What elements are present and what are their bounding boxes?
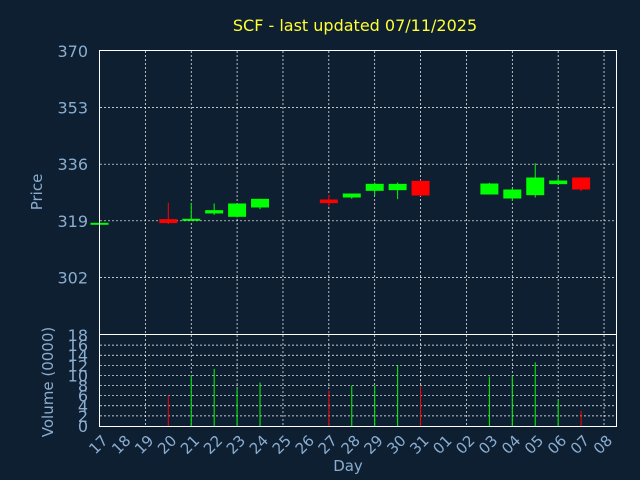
volume-tick-label: 18 [68, 326, 88, 345]
candle [159, 202, 178, 225]
volume-frame [99, 334, 617, 427]
price-tick-label: 336 [57, 155, 88, 174]
candle-body [572, 177, 591, 190]
volume-tick-label: 10 [68, 366, 88, 385]
volume-tick-label: 12 [68, 356, 88, 375]
candle [388, 182, 407, 200]
volume-tick-label: 6 [78, 387, 88, 406]
candle-body [503, 189, 522, 199]
candle [503, 188, 522, 201]
candle [572, 177, 591, 192]
candle-body [526, 177, 545, 196]
x-tick-label: 08 [590, 432, 616, 458]
candle [342, 193, 361, 199]
price-tick-label: 319 [57, 212, 88, 231]
volume-tick-label: 2 [78, 407, 88, 426]
price-tick-label: 353 [57, 99, 88, 118]
volume-grid [100, 335, 616, 426]
candle-body [228, 203, 247, 217]
price-tick-label: 302 [57, 268, 88, 287]
chart-title: SCF - last updated 07/11/2025 [233, 16, 477, 35]
candle-body [480, 183, 499, 195]
price-candles [90, 163, 591, 225]
candle-body [205, 210, 224, 214]
price-tick-label: 370 [57, 42, 88, 61]
x-tick-labels: 1718192021222324252627282930310102030405… [85, 432, 616, 458]
volume-axis-label: Volume (0000) [39, 327, 57, 437]
candle [365, 182, 384, 196]
candle [549, 177, 568, 185]
candle-body [365, 183, 384, 191]
candle [251, 198, 270, 210]
volume-tick-label: 4 [78, 397, 88, 416]
candle-body [319, 199, 338, 204]
candle-body [411, 180, 430, 196]
price-axis-label: Price [28, 174, 46, 211]
price-y-tick-labels: 370 353 336 319 302 [57, 42, 88, 287]
volume-tick-label: 0 [78, 417, 88, 436]
candle [182, 202, 201, 221]
volume-tick-label: 16 [68, 336, 88, 355]
candle [205, 203, 224, 215]
volume-bars [167, 362, 582, 426]
candle [411, 180, 430, 197]
volume-tick-label: 8 [78, 377, 88, 396]
candle-body [388, 183, 407, 191]
candle [319, 194, 338, 207]
candle-body [182, 218, 201, 221]
candle-body [342, 193, 361, 198]
candle [526, 163, 545, 198]
candle-body [549, 180, 568, 185]
candle [480, 182, 499, 195]
candle [228, 203, 247, 218]
price-panel: 370 353 336 319 302 Price [28, 42, 617, 335]
volume-tick-label: 14 [68, 346, 88, 365]
candle-body [251, 198, 270, 208]
x-axis-label: Day [333, 457, 363, 475]
candle-body [159, 219, 178, 224]
